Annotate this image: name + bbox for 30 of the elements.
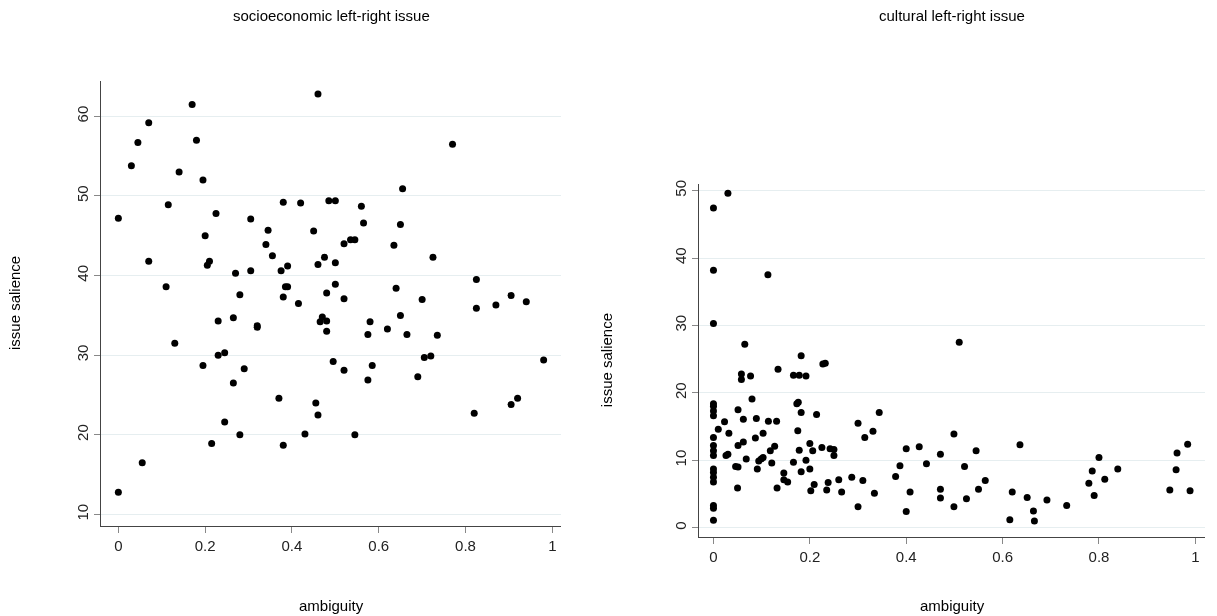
x-tick-label: 0.8 [455, 536, 476, 554]
y-tick-label: 20 [672, 382, 689, 399]
y-tick-label: 20 [74, 424, 91, 441]
x-tick-label: 1 [1191, 547, 1200, 565]
y-axis-title: issue salience [5, 255, 23, 351]
y-tick-label: 10 [74, 503, 91, 521]
y-tick-label: 30 [74, 344, 91, 362]
y-tick-label: 0 [672, 521, 689, 530]
y-tick-label: 50 [672, 179, 689, 197]
y-tick-label: 40 [672, 247, 689, 265]
x-tick-label: 0.8 [1088, 547, 1110, 565]
x-tick-label: 0.6 [992, 547, 1014, 565]
y-tick-label: 30 [672, 314, 689, 332]
x-tick-label: 0 [114, 536, 123, 554]
x-tick-label: 1 [548, 536, 557, 554]
y-tick-label: 10 [672, 449, 689, 467]
y-tick-label: 40 [74, 264, 91, 282]
chart-title: socioeconomic left-right issue [233, 7, 430, 24]
x-tick-label: 0.4 [281, 536, 303, 554]
x-tick-label: 0.2 [194, 536, 216, 554]
y-tick-label: 60 [74, 105, 91, 123]
x-axis-title: ambiguity [920, 597, 985, 614]
chart-title: cultural left-right issue [879, 7, 1025, 24]
y-tick-label: 50 [74, 185, 91, 203]
x-tick-label: 0.2 [799, 547, 821, 565]
y-axis-title: issue salience [597, 312, 615, 408]
x-axis-title: ambiguity [299, 597, 364, 614]
x-tick-label: 0.4 [895, 547, 917, 565]
x-tick-label: 0.6 [368, 536, 390, 554]
x-tick-label: 0 [709, 547, 718, 565]
